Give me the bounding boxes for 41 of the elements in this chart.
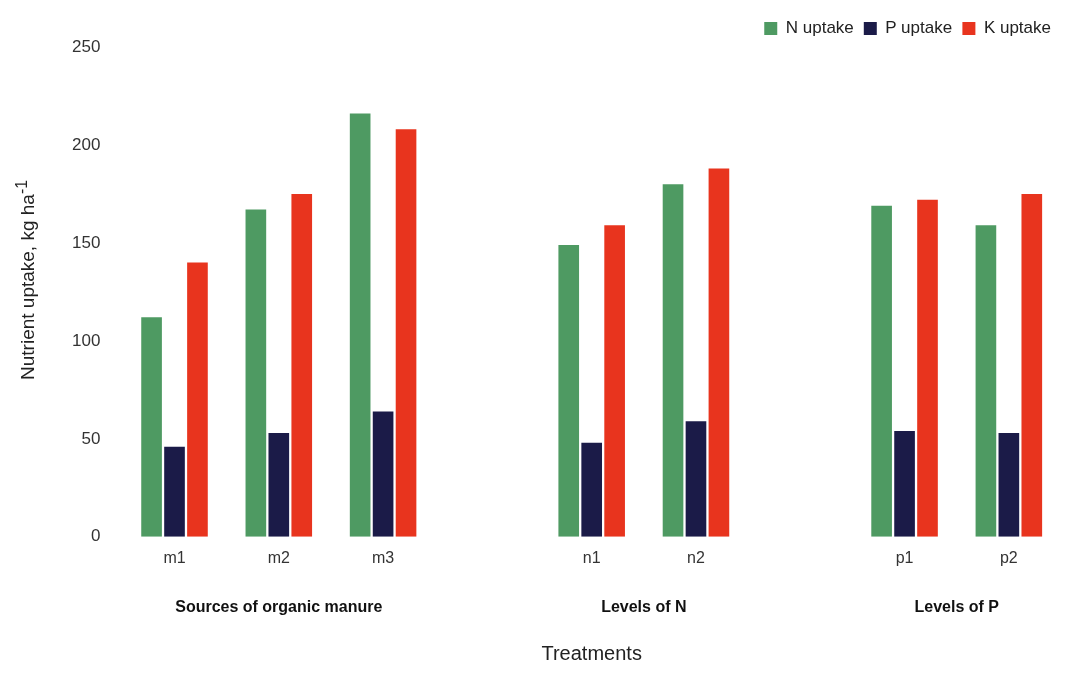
bar xyxy=(187,262,208,537)
x-tick-label: n2 xyxy=(687,548,705,566)
x-tick-label: p2 xyxy=(999,548,1018,566)
y-tick-label: 150 xyxy=(71,232,101,252)
y-tick-label: 200 xyxy=(71,134,101,154)
bar xyxy=(268,432,290,537)
x-tick-label: m2 xyxy=(267,548,291,566)
bar xyxy=(1021,193,1043,537)
bar xyxy=(708,168,730,537)
bar xyxy=(917,199,938,537)
bar xyxy=(349,113,371,537)
x-tick-label: p1 xyxy=(895,548,914,566)
x-tick-label: m1 xyxy=(163,548,186,566)
x-tick-label: n1 xyxy=(582,548,601,566)
legend-label: N uptake xyxy=(785,18,854,38)
source-note: Sources of organic manure xyxy=(175,598,383,616)
y-tick-label: 0 xyxy=(90,526,101,546)
bar xyxy=(395,129,417,537)
bar xyxy=(998,432,1020,537)
bar xyxy=(662,184,684,537)
bar xyxy=(685,421,707,537)
bar xyxy=(164,446,185,537)
text: Levels of N xyxy=(601,598,687,616)
y-tick-label: 50 xyxy=(81,428,101,448)
bar xyxy=(871,205,892,537)
legend-label: P uptake xyxy=(885,18,953,38)
bar xyxy=(141,317,162,537)
bar xyxy=(581,442,603,537)
bar xyxy=(975,225,997,537)
bar xyxy=(372,411,394,537)
y-tick-label: 250 xyxy=(71,36,101,56)
x-axis-title: Treatments xyxy=(541,641,642,664)
bar xyxy=(291,193,313,537)
legend-label: K uptake xyxy=(983,18,1052,38)
bar xyxy=(558,244,580,537)
x-tick-label: m3 xyxy=(371,548,395,566)
bar xyxy=(894,431,915,537)
bar xyxy=(604,225,625,537)
text: Levels of P xyxy=(914,598,999,616)
bar xyxy=(245,209,267,537)
y-tick-label: 100 xyxy=(71,330,101,350)
